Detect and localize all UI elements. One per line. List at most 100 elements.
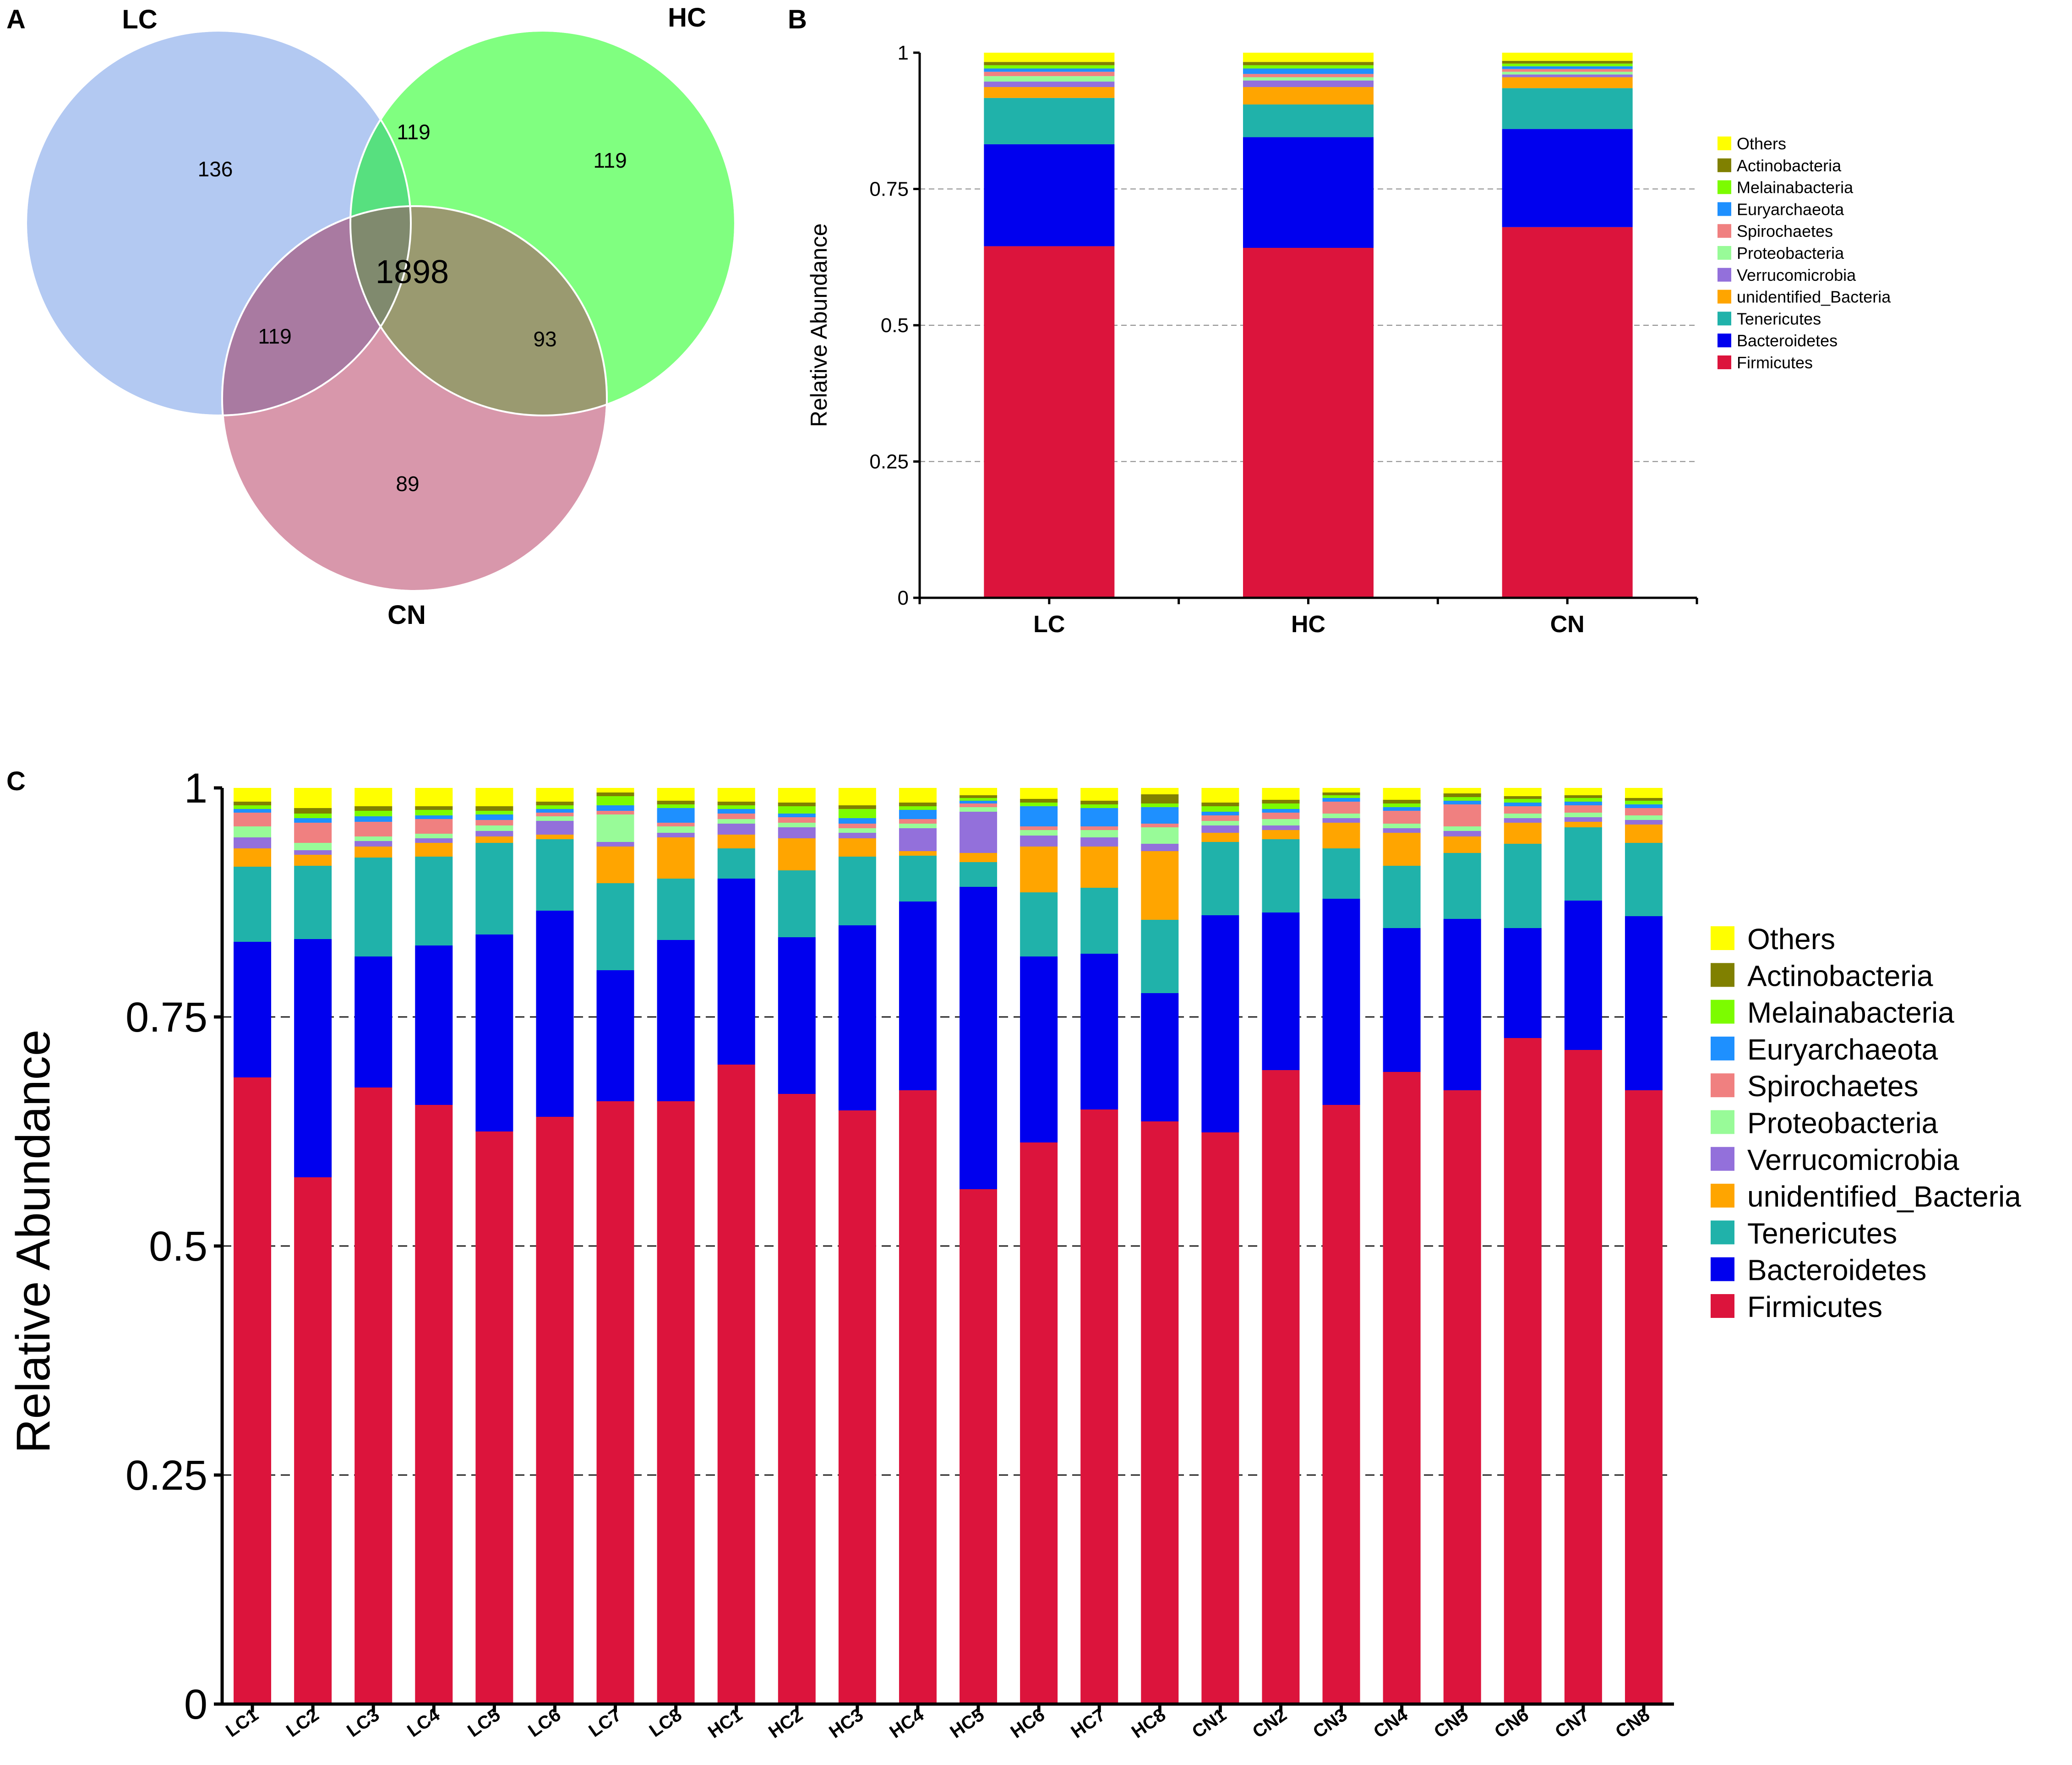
bar-segment-cn4-firmicutes bbox=[1383, 1072, 1421, 1704]
x-tick-label-cn6: CN6 bbox=[1491, 1705, 1532, 1742]
bar-segment-cn7-melainabacteria bbox=[1564, 798, 1602, 802]
bar-segment-hc1-others bbox=[717, 788, 755, 802]
bar-segment-hc2-others bbox=[778, 788, 816, 803]
legend-label: Verrucomicrobia bbox=[1747, 1143, 1959, 1176]
legend-item-verrucomicrobia: Verrucomicrobia bbox=[1711, 1143, 1959, 1176]
y-tick-label: 0.25 bbox=[125, 1452, 207, 1499]
bar-segment-cn4-tenericutes bbox=[1383, 866, 1421, 928]
bar-segment-lc-spirochaetes bbox=[984, 71, 1115, 77]
bar-segment-cn2-actinobacteria bbox=[1262, 800, 1300, 803]
legend-label: Bacteroidetes bbox=[1747, 1254, 1926, 1287]
bar-segment-cn6-actinobacteria bbox=[1504, 796, 1542, 799]
bar-segment-hc2-bacteroidetes bbox=[778, 937, 816, 1094]
bar-segment-cn6-unidentified-bacteria bbox=[1504, 823, 1542, 844]
bar-segment-lc5-unidentified-bacteria bbox=[475, 836, 513, 843]
chart-c-ylabel: Relative Abundance bbox=[7, 1029, 60, 1453]
bar-segment-cn1-tenericutes bbox=[1201, 842, 1239, 915]
bar-segment-lc3-proteobacteria bbox=[354, 836, 393, 841]
bar-segment-hc7-firmicutes bbox=[1080, 1109, 1118, 1704]
y-tick-label: 0.75 bbox=[869, 178, 909, 201]
bar-segment-hc-proteobacteria bbox=[1243, 77, 1374, 81]
bar-segment-lc-bacteroidetes bbox=[984, 144, 1115, 246]
bar-segment-cn4-others bbox=[1383, 788, 1421, 800]
bar-segment-hc1-firmicutes bbox=[717, 1065, 755, 1704]
bar-segment-lc7-actinobacteria bbox=[596, 792, 634, 796]
bar-segment-cn5-proteobacteria bbox=[1443, 826, 1481, 831]
bar-segment-lc5-bacteroidetes bbox=[475, 934, 513, 1131]
legend-label: Tenericutes bbox=[1747, 1217, 1897, 1250]
legend-item-firmicutes: Firmicutes bbox=[1711, 1290, 1882, 1323]
venn-label-cn: CN bbox=[387, 600, 426, 630]
legend-item-firmicutes: Firmicutes bbox=[1718, 353, 1813, 372]
legend-swatch bbox=[1718, 290, 1731, 304]
bar-segment-lc3-melainabacteria bbox=[354, 811, 393, 816]
bar-segment-lc-verrucomicrobia bbox=[984, 82, 1115, 87]
legend-item-unidentified-bacteria: unidentified_Bacteria bbox=[1711, 1180, 2021, 1213]
bar-segment-hc6-others bbox=[1020, 788, 1058, 799]
legend-item-tenericutes: Tenericutes bbox=[1718, 309, 1821, 328]
bar-segment-cn3-spirochaetes bbox=[1322, 802, 1360, 814]
bar-segment-lc3-actinobacteria bbox=[354, 806, 393, 811]
bar-segment-lc4-bacteroidetes bbox=[415, 945, 453, 1105]
bar-segment-hc4-verrucomicrobia bbox=[899, 828, 937, 851]
bar-segment-hc2-euryarchaeota bbox=[778, 814, 816, 817]
bar-segment-hc4-tenericutes bbox=[899, 856, 937, 902]
bar-segment-cn5-bacteroidetes bbox=[1443, 919, 1481, 1090]
legend-label: Firmicutes bbox=[1737, 353, 1813, 372]
bar-segment-hc5-bacteroidetes bbox=[960, 887, 998, 1189]
legend-label: Actinobacteria bbox=[1737, 156, 1842, 175]
bar-segment-lc1-unidentified-bacteria bbox=[234, 848, 272, 867]
bar-stack-lc bbox=[984, 53, 1115, 598]
bar-segment-cn1-verrucomicrobia bbox=[1201, 825, 1239, 833]
bar-segment-lc7-proteobacteria bbox=[596, 814, 634, 842]
bar-segment-cn6-others bbox=[1504, 788, 1542, 796]
bar-segment-cn8-euryarchaeota bbox=[1625, 804, 1663, 808]
legend-item-others: Others bbox=[1718, 134, 1786, 153]
bar-segment-hc6-verrucomicrobia bbox=[1020, 836, 1058, 847]
bar-segment-hc5-actinobacteria bbox=[960, 795, 998, 798]
bar-segment-lc6-others bbox=[536, 788, 574, 802]
bar-segment-hc6-firmicutes bbox=[1020, 1142, 1058, 1704]
legend-item-euryarchaeota: Euryarchaeota bbox=[1718, 200, 1844, 219]
bar-segment-hc6-spirochaetes bbox=[1020, 826, 1058, 830]
bar-segment-lc8-tenericutes bbox=[657, 879, 695, 940]
bar-segment-cn6-euryarchaeota bbox=[1504, 803, 1542, 806]
bar-segment-lc6-firmicutes bbox=[536, 1117, 574, 1704]
x-tick-label-lc1: LC1 bbox=[222, 1705, 262, 1741]
legend-item-verrucomicrobia: Verrucomicrobia bbox=[1718, 266, 1856, 284]
bar-segment-hc8-others bbox=[1141, 788, 1179, 794]
chart-c-yticks: 0 0.25 0.5 0.75 1 bbox=[125, 765, 222, 1728]
bar-segment-hc7-spirochaetes bbox=[1080, 826, 1118, 830]
bar-stack-hc4 bbox=[899, 788, 937, 1704]
bar-segment-hc2-spirochaetes bbox=[778, 817, 816, 823]
bar-segment-cn8-melainabacteria bbox=[1625, 801, 1663, 804]
bar-segment-lc3-verrucomicrobia bbox=[354, 841, 393, 847]
bar-segment-cn2-unidentified-bacteria bbox=[1262, 830, 1300, 839]
bar-segment-hc-others bbox=[1243, 53, 1374, 62]
bar-segment-cn4-spirochaetes bbox=[1383, 811, 1421, 824]
x-tick-label-lc2: LC2 bbox=[283, 1705, 322, 1741]
legend-item-unidentified-bacteria: unidentified_Bacteria bbox=[1718, 288, 1891, 306]
bar-segment-hc2-actinobacteria bbox=[778, 803, 816, 806]
bar-segment-hc1-melainabacteria bbox=[717, 805, 755, 809]
bar-stack-cn1 bbox=[1201, 788, 1239, 1704]
bar-segment-cn8-spirochaetes bbox=[1625, 808, 1663, 815]
x-tick-label-lc3: LC3 bbox=[343, 1705, 383, 1741]
chart-b-bars bbox=[984, 53, 1633, 598]
x-tick-label-cn2: CN2 bbox=[1249, 1705, 1291, 1742]
bar-segment-cn4-melainabacteria bbox=[1383, 803, 1421, 807]
bar-segment-hc5-tenericutes bbox=[960, 862, 998, 887]
y-tick-label: 0 bbox=[184, 1681, 207, 1728]
bar-segment-hc-verrucomicrobia bbox=[1243, 80, 1374, 87]
bar-segment-lc-actinobacteria bbox=[984, 62, 1115, 66]
legend-swatch bbox=[1718, 333, 1731, 348]
legend-label: Spirochaetes bbox=[1747, 1070, 1919, 1103]
bar-segment-lc5-tenericutes bbox=[475, 843, 513, 934]
bar-segment-lc5-spirochaetes bbox=[475, 820, 513, 825]
x-tick-label-cn5: CN5 bbox=[1430, 1705, 1472, 1742]
bar-segment-hc7-verrucomicrobia bbox=[1080, 837, 1118, 847]
legend-swatch bbox=[1711, 1294, 1734, 1318]
bar-segment-hc-bacteroidetes bbox=[1243, 137, 1374, 248]
bar-segment-lc3-euryarchaeota bbox=[354, 816, 393, 822]
bar-segment-cn5-tenericutes bbox=[1443, 853, 1481, 919]
